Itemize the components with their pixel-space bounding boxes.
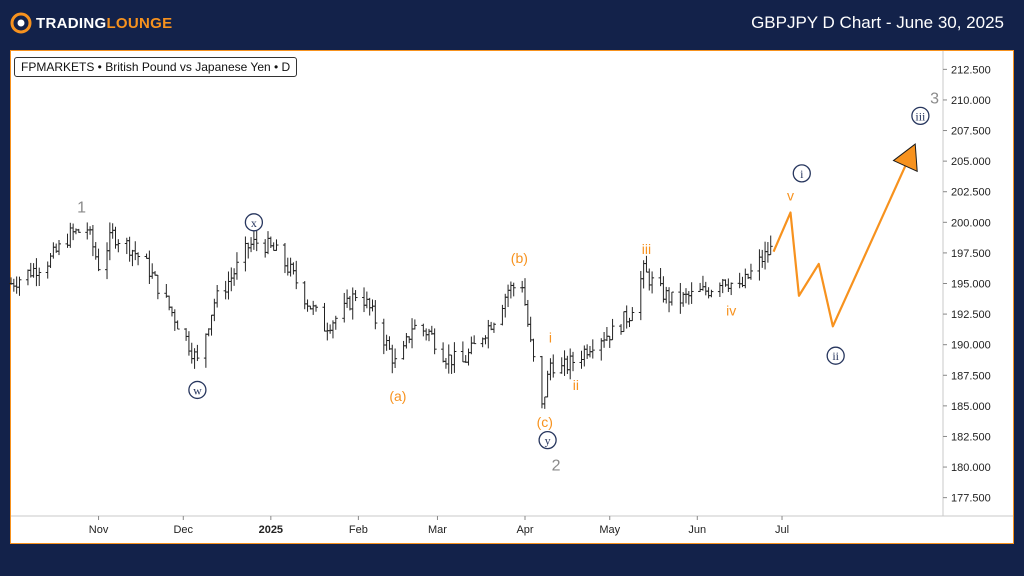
wave-label-circle [911,106,930,126]
wave-label: y [545,434,551,448]
page-title: GBPJPY D Chart - June 30, 2025 [751,13,1004,32]
wave-label: (a) [389,388,406,404]
x-tick-label: Feb [349,524,368,536]
symbol-label[interactable]: FPMARKETS • British Pound vs Japanese Ye… [14,57,298,77]
x-tick-label: Jun [688,524,706,536]
header-bar: TRADINGLOUNGE GBPJPY D Chart - June 30, … [0,0,1024,46]
wave-label: ii [832,349,839,363]
y-tick-label: 192.500 [951,309,991,321]
x-tick-label: Nov [89,524,109,536]
wave-label: ii [573,377,579,393]
y-tick-label: 197.500 [951,248,991,260]
wave-label-circle [826,346,845,365]
logo-text-accent: LOUNGE [106,14,173,32]
logo-text: TRADINGLOUNGE [36,15,172,32]
x-tick-label: Jul [775,524,789,536]
x-tick-label: Dec [173,524,193,536]
wave-label: 1 [77,199,86,216]
wave-label: iii [642,241,651,257]
y-tick-label: 200.000 [951,217,991,229]
wave-label: (c) [537,414,553,430]
wave-label-circle [538,430,557,450]
projection-line [772,150,913,328]
wave-label: i [549,329,552,345]
y-tick-label: 190.000 [951,340,991,352]
y-tick-label: 205.000 [951,156,991,168]
y-tick-label: 180.000 [951,462,991,474]
wave-label: (b) [511,250,528,266]
wave-label-circle [244,213,264,232]
x-tick-label: 2025 [259,524,283,536]
brand-logo: TRADINGLOUNGE [10,12,172,34]
y-tick-label: 210.000 [951,95,991,107]
wave-label: x [251,216,257,230]
x-tick-label: May [599,524,620,536]
logo-text-main: TRADING [36,14,107,32]
y-tick-label: 182.500 [951,431,991,443]
y-tick-label: 177.500 [951,493,991,505]
x-tick-label: Apr [516,524,533,536]
y-tick-label: 185.000 [951,401,991,413]
x-tick-label: Mar [428,524,447,536]
projection-arrow [892,143,918,173]
wave-label: iii [915,109,926,123]
y-tick-label: 195.000 [951,279,991,291]
wave-label-circle [792,164,811,183]
wave-label: i [800,167,804,181]
wave-label: 3 [930,91,939,108]
wave-label: iv [726,302,736,318]
y-tick-label: 207.500 [951,126,991,138]
logo-icon [10,12,32,34]
wave-label: w [193,383,202,397]
y-tick-label: 187.500 [951,370,991,382]
wave-label-circle [188,380,207,400]
y-tick-label: 212.500 [951,64,991,76]
wave-label: 2 [552,458,561,475]
wave-label: v [787,187,794,203]
y-tick-label: 202.500 [951,187,991,199]
